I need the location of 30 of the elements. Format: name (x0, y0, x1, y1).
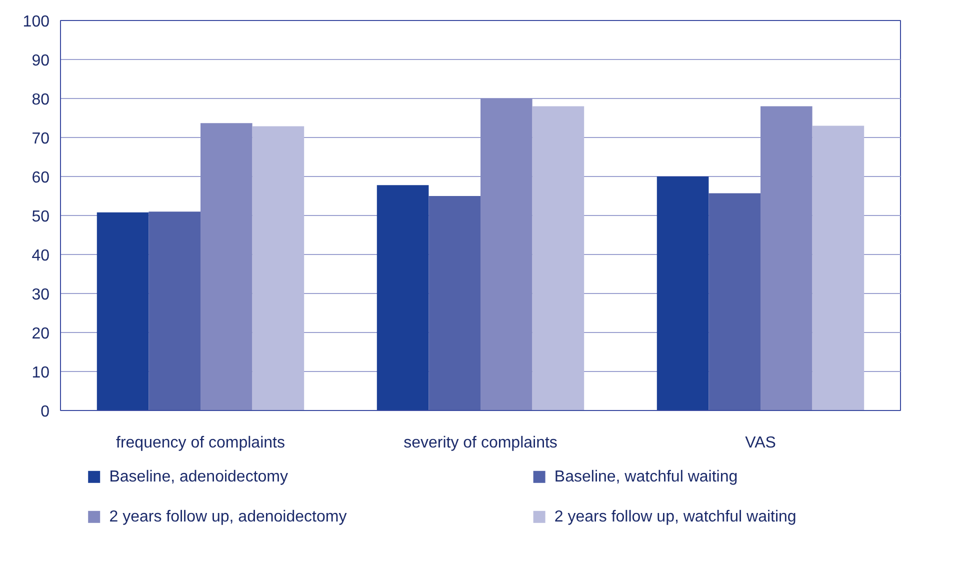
legend-label: 2 years follow up, watchful waiting (554, 508, 796, 526)
y-tick-label: 0 (40, 404, 50, 420)
bar (428, 196, 480, 410)
x-tick-label: VAS (745, 434, 776, 452)
y-tick-label: 100 (22, 14, 50, 30)
bar (480, 98, 532, 410)
legend-label: Baseline, watchful waiting (554, 468, 738, 486)
bar (376, 185, 429, 410)
x-tick-label: frequency of complaints (116, 434, 285, 452)
y-tick-label: 10 (32, 364, 50, 382)
bar (812, 126, 864, 410)
y-tick-label: 60 (32, 170, 50, 186)
legend-label: Baseline, adenoidectomy (109, 468, 288, 486)
bar (656, 176, 709, 410)
y-tick-label: 50 (32, 208, 50, 226)
x-tick-label: severity of complaints (404, 434, 558, 452)
bar (532, 106, 584, 410)
bar (708, 193, 760, 410)
y-tick-label: 30 (32, 286, 50, 304)
y-tick-label: 80 (32, 92, 50, 108)
y-tick-label: 70 (32, 130, 50, 148)
bar (148, 212, 200, 410)
bar (252, 126, 304, 410)
y-tick-label: 90 (32, 52, 50, 70)
bar (200, 123, 252, 410)
legend-label: 2 years follow up, adenoidectomy (109, 508, 347, 526)
y-tick-label: 20 (32, 326, 50, 342)
bar (96, 212, 149, 410)
y-tick-label: 40 (32, 248, 50, 264)
bar (760, 106, 812, 410)
